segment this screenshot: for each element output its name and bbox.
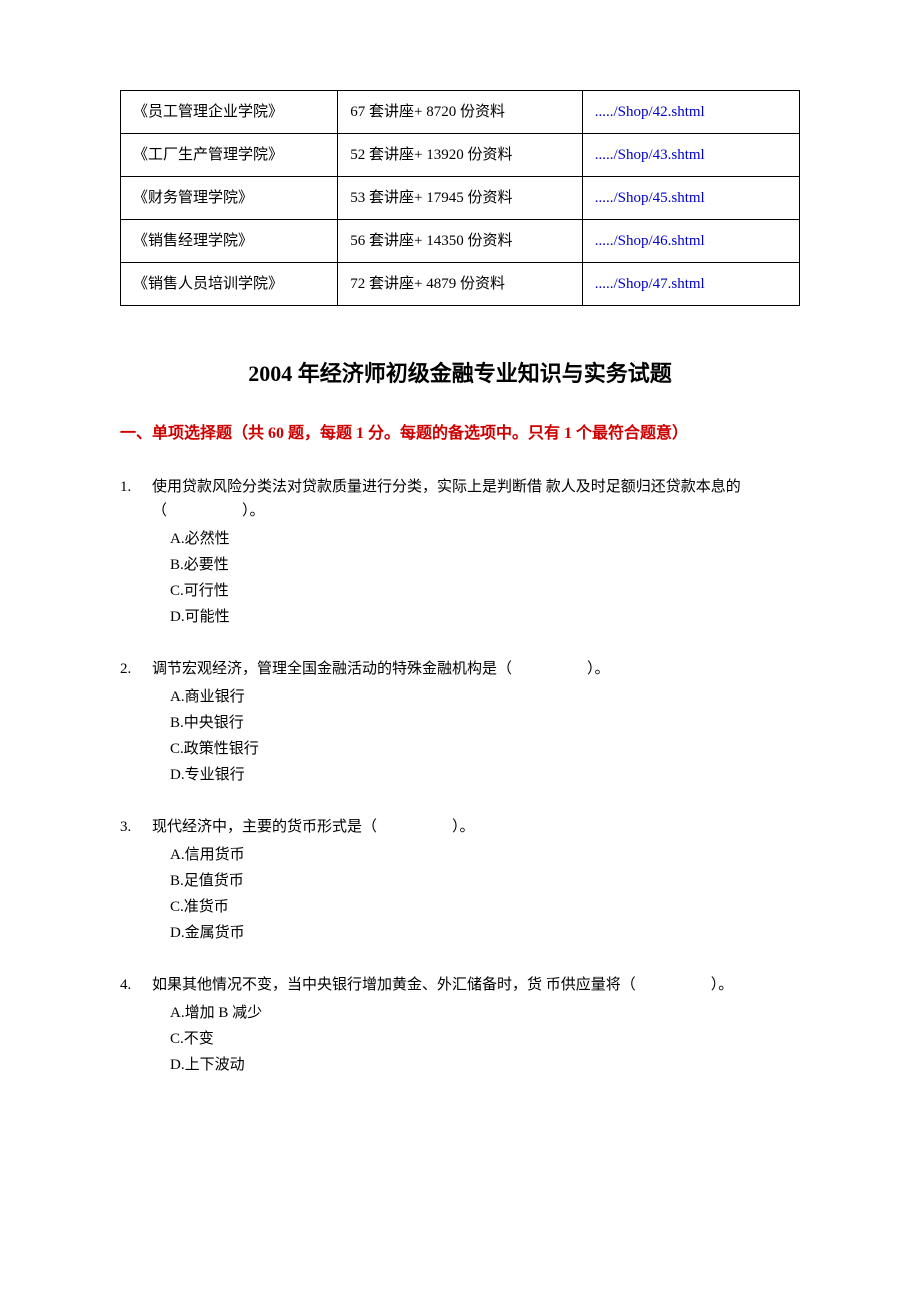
option-a: A.商业银行 bbox=[170, 685, 800, 709]
question-number: 4. bbox=[120, 973, 152, 1079]
option-d: D.金属货币 bbox=[170, 921, 800, 945]
question-2: 2. 调节宏观经济，管理全国金融活动的特殊金融机构是（ ）。 A.商业银行 B.… bbox=[120, 657, 800, 789]
option-d: D.上下波动 bbox=[170, 1053, 800, 1077]
option-b: B.足值货币 bbox=[170, 869, 800, 893]
course-link[interactable]: ...../Shop/47.shtml bbox=[582, 263, 799, 306]
question-number: 3. bbox=[120, 815, 152, 947]
question-stem: 使用贷款风险分类法对贷款质量进行分类，实际上是判断借 款人及时足额归还贷款本息的… bbox=[152, 475, 800, 523]
question-stem: 现代经济中，主要的货币形式是（ ）。 bbox=[152, 815, 800, 839]
option-c: C.不变 bbox=[170, 1027, 800, 1051]
question-number: 1. bbox=[120, 475, 152, 631]
question-1: 1. 使用贷款风险分类法对贷款质量进行分类，实际上是判断借 款人及时足额归还贷款… bbox=[120, 475, 800, 631]
course-link[interactable]: ...../Shop/46.shtml bbox=[582, 220, 799, 263]
table-row: 《财务管理学院》 53 套讲座+ 17945 份资料 ...../Shop/45… bbox=[121, 177, 800, 220]
table-row: 《员工管理企业学院》 67 套讲座+ 8720 份资料 ...../Shop/4… bbox=[121, 91, 800, 134]
option-a: A.必然性 bbox=[170, 527, 800, 551]
course-name: 《销售人员培训学院》 bbox=[121, 263, 338, 306]
courses-table: 《员工管理企业学院》 67 套讲座+ 8720 份资料 ...../Shop/4… bbox=[120, 90, 800, 306]
option-c: C.可行性 bbox=[170, 579, 800, 603]
option-a: A.信用货币 bbox=[170, 843, 800, 867]
course-count: 72 套讲座+ 4879 份资料 bbox=[338, 263, 582, 306]
table-row: 《工厂生产管理学院》 52 套讲座+ 13920 份资料 ...../Shop/… bbox=[121, 134, 800, 177]
option-d: D.专业银行 bbox=[170, 763, 800, 787]
course-link[interactable]: ...../Shop/43.shtml bbox=[582, 134, 799, 177]
course-name: 《财务管理学院》 bbox=[121, 177, 338, 220]
option-c: C.准货币 bbox=[170, 895, 800, 919]
option-ab: A.增加 B 减少 bbox=[170, 1001, 800, 1025]
table-row: 《销售经理学院》 56 套讲座+ 14350 份资料 ...../Shop/46… bbox=[121, 220, 800, 263]
section-header: 一、单项选择题（共 60 题，每题 1 分。每题的备选项中。只有 1 个最符合题… bbox=[120, 421, 800, 447]
question-number: 2. bbox=[120, 657, 152, 789]
question-stem: 调节宏观经济，管理全国金融活动的特殊金融机构是（ ）。 bbox=[152, 657, 800, 681]
course-name: 《销售经理学院》 bbox=[121, 220, 338, 263]
page-title: 2004 年经济师初级金融专业知识与实务试题 bbox=[120, 356, 800, 391]
course-count: 52 套讲座+ 13920 份资料 bbox=[338, 134, 582, 177]
course-count: 67 套讲座+ 8720 份资料 bbox=[338, 91, 582, 134]
course-count: 56 套讲座+ 14350 份资料 bbox=[338, 220, 582, 263]
course-link[interactable]: ...../Shop/45.shtml bbox=[582, 177, 799, 220]
option-b: B.中央银行 bbox=[170, 711, 800, 735]
question-4: 4. 如果其他情况不变，当中央银行增加黄金、外汇储备时，货 币供应量将（ ）。 … bbox=[120, 973, 800, 1079]
course-name: 《员工管理企业学院》 bbox=[121, 91, 338, 134]
course-name: 《工厂生产管理学院》 bbox=[121, 134, 338, 177]
course-count: 53 套讲座+ 17945 份资料 bbox=[338, 177, 582, 220]
option-c: C.政策性银行 bbox=[170, 737, 800, 761]
question-3: 3. 现代经济中，主要的货币形式是（ ）。 A.信用货币 B.足值货币 C.准货… bbox=[120, 815, 800, 947]
table-row: 《销售人员培训学院》 72 套讲座+ 4879 份资料 ...../Shop/4… bbox=[121, 263, 800, 306]
course-link[interactable]: ...../Shop/42.shtml bbox=[582, 91, 799, 134]
question-stem: 如果其他情况不变，当中央银行增加黄金、外汇储备时，货 币供应量将（ ）。 bbox=[152, 973, 800, 997]
option-d: D.可能性 bbox=[170, 605, 800, 629]
option-b: B.必要性 bbox=[170, 553, 800, 577]
